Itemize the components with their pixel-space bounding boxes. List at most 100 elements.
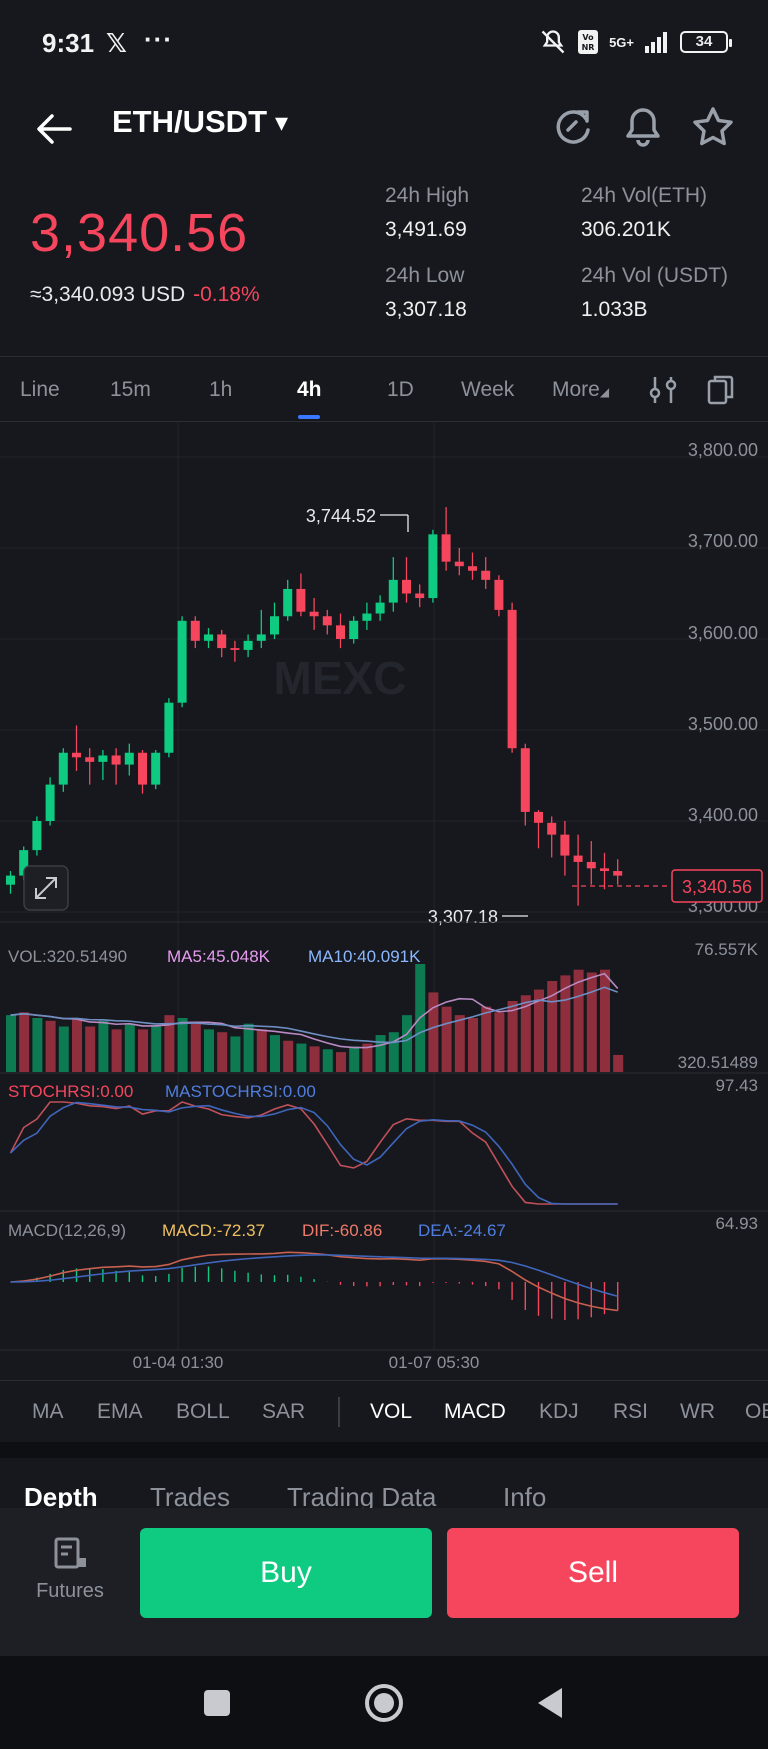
price-axis-label: 3,400.00 (688, 805, 758, 825)
tab-depth[interactable]: Depth (24, 1482, 98, 1508)
candle-body (454, 561, 464, 567)
ind-wr[interactable]: WR (680, 1400, 715, 1423)
dif-line (10, 1251, 618, 1312)
stat-24h-low: 24h Low 3,307.18 (385, 264, 467, 322)
ind-obv[interactable]: OBV (745, 1400, 768, 1423)
candle-body (560, 834, 570, 856)
indicator-tabs: MA EMA BOLL SAR VOL MACD KDJ RSI WR OBV (0, 1380, 768, 1442)
volume-bar (164, 1015, 175, 1072)
ind-ma[interactable]: MA (32, 1400, 64, 1423)
stat-value: 3,491.69 (385, 218, 467, 241)
back-triangle-icon[interactable] (528, 1680, 574, 1726)
tab-1h[interactable]: 1h (209, 378, 233, 401)
volume-bar (283, 1040, 294, 1072)
expand-icon (35, 877, 57, 899)
candle-body (322, 616, 332, 626)
ind-sar[interactable]: SAR (262, 1400, 306, 1423)
volume-bar (256, 1029, 267, 1072)
ind-vol[interactable]: VOL (370, 1400, 413, 1423)
volume-bar (32, 1018, 43, 1072)
price-axis-label: 3,800.00 (688, 440, 758, 460)
ma5-line (10, 972, 619, 1049)
section-divider (0, 1442, 768, 1458)
price-axis-label: 3,700.00 (688, 531, 758, 551)
volume-bar (98, 1020, 109, 1072)
candle-body (600, 868, 609, 872)
pair-selector[interactable]: ETH/USDT ▾ (112, 104, 288, 140)
candle-body (45, 784, 55, 821)
candle-body (468, 566, 477, 571)
candle-body (520, 748, 530, 812)
refresh-icon[interactable] (548, 102, 598, 152)
more-notifications-icon: ··· (144, 24, 173, 54)
volume-bar (309, 1046, 320, 1072)
ma10-line (10, 986, 618, 1044)
dea-line (10, 1254, 618, 1298)
volume-bar (58, 1026, 69, 1072)
tab-more[interactable]: More◢ (552, 357, 609, 423)
candle-body (586, 861, 596, 869)
svg-text:NR: NR (582, 43, 595, 52)
indicator-settings-icon[interactable] (646, 373, 680, 407)
candle-body (85, 757, 95, 762)
volume-bar (6, 1015, 16, 1072)
futures-label: Futures (36, 1580, 104, 1602)
candle-body (230, 648, 240, 650)
tab-trades[interactable]: Trades (150, 1482, 230, 1508)
tab-4h[interactable]: 4h (297, 357, 322, 423)
pair-header: ETH/USDT ▾ (0, 90, 768, 176)
volume-bar (72, 1018, 82, 1072)
candle-body (415, 593, 425, 599)
ind-ema[interactable]: EMA (97, 1400, 143, 1423)
candle-body (507, 609, 517, 749)
candle-body (349, 620, 359, 639)
tab-15m[interactable]: 15m (110, 378, 151, 401)
mastochrsi-line (9, 1101, 618, 1205)
status-icons: Vo NR 5G+ 34 (539, 28, 732, 56)
vol-label: VOL:320.51490 (8, 947, 127, 966)
volume-bar (362, 1043, 373, 1072)
ind-macd[interactable]: MACD (444, 1400, 506, 1423)
tab-line[interactable]: Line (20, 378, 60, 401)
change-percent: -0.18% (193, 283, 260, 306)
back-arrow-icon[interactable] (30, 104, 80, 154)
candle-body (481, 570, 491, 580)
tab-more-label: More (552, 378, 600, 401)
signal-icon (645, 32, 667, 53)
alert-bell-icon[interactable] (618, 102, 668, 152)
candle-body (296, 588, 306, 612)
svg-text:Vo: Vo (582, 33, 594, 42)
candle-body (217, 634, 227, 649)
system-nav-bar (0, 1656, 768, 1749)
home-circle-icon[interactable] (361, 1680, 407, 1726)
network-type: 5G+ (609, 34, 634, 50)
stat-value: 306.201K (581, 218, 671, 241)
favorite-star-icon[interactable] (688, 102, 738, 152)
candle-body (441, 534, 451, 562)
ind-kdj[interactable]: KDJ (539, 1400, 579, 1423)
buy-button[interactable]: Buy (140, 1528, 432, 1618)
tab-trading-data[interactable]: Trading Data (287, 1482, 437, 1508)
mute-bell-icon (541, 30, 565, 54)
volume-bar (349, 1046, 360, 1072)
kline-chart[interactable]: MEXC 3,800.00 3,700.00 3,600.00 3,500.00… (0, 422, 768, 1380)
macd-max-label: 64.93 (715, 1214, 758, 1233)
volume-bar (468, 1018, 478, 1072)
stat-label: 24h High (385, 184, 470, 207)
ind-rsi[interactable]: RSI (613, 1400, 649, 1423)
sell-button[interactable]: Sell (447, 1528, 739, 1618)
stat-24h-vol-usdt: 24h Vol (USDT) 1.033B (581, 264, 728, 322)
tab-info[interactable]: Info (503, 1482, 547, 1508)
status-bar: 9:31 𝕏 ··· Vo NR 5G+ 34 (0, 0, 768, 90)
ind-boll[interactable]: BOLL (176, 1400, 230, 1423)
timeframe-tabs: Line 15m 1h 4h 1D Week More◢ (0, 356, 768, 422)
futures-button[interactable]: Futures (22, 1534, 118, 1603)
tab-1d[interactable]: 1D (387, 378, 414, 401)
tab-week[interactable]: Week (461, 378, 515, 401)
ma5-label: MA5:45.048K (167, 947, 271, 966)
chart-mode-icon[interactable] (704, 373, 738, 407)
current-price-tag (671, 869, 763, 903)
volume-bar (586, 972, 597, 1072)
recents-square-icon[interactable] (194, 1680, 240, 1726)
